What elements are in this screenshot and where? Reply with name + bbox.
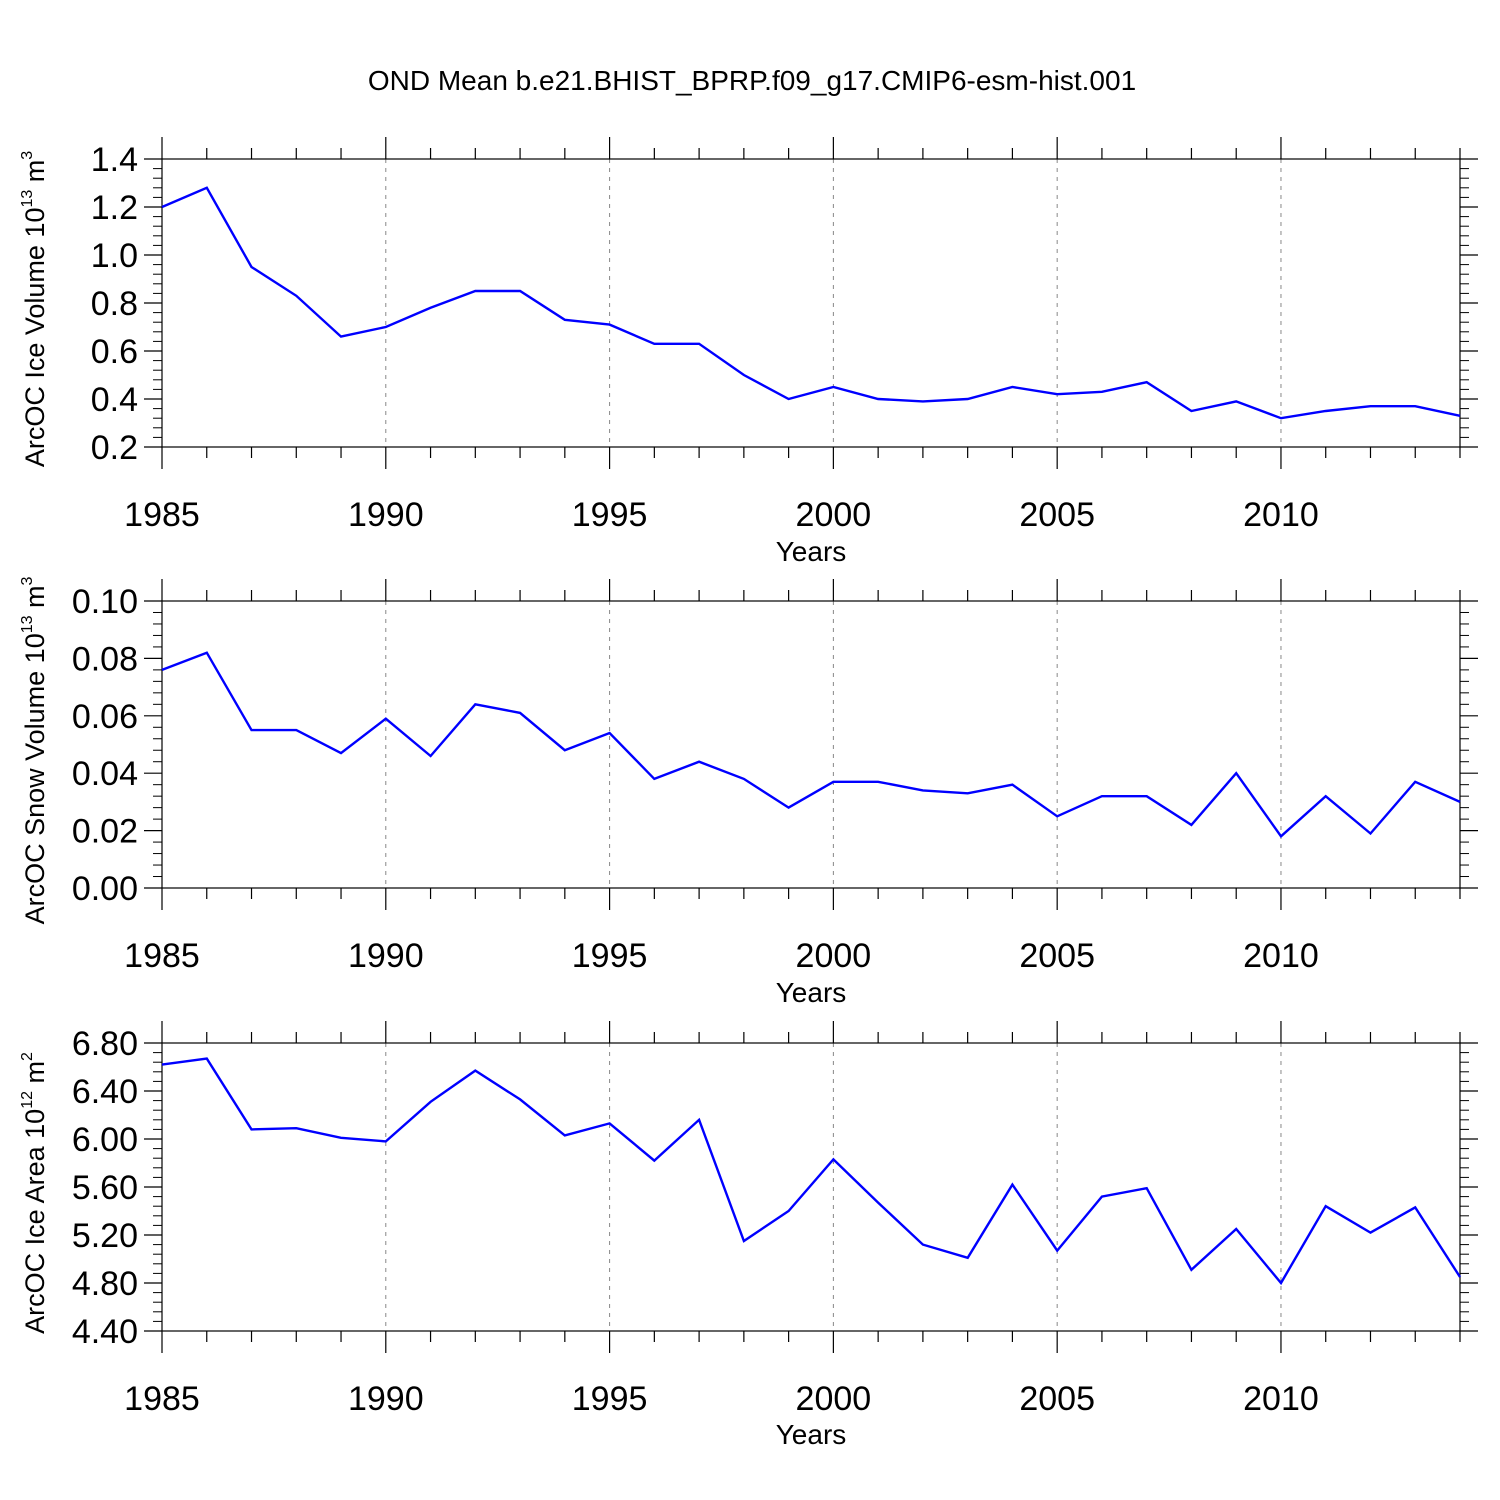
y-tick-label: 0.06 — [72, 698, 138, 736]
y-tick-label: 0.08 — [72, 640, 138, 678]
y-tick-label: 1.4 — [91, 141, 138, 179]
panel-2-series — [161, 1057, 1462, 1286]
panel-0-labels: 0.2 0.4 0.6 0.8 1.0 1.2 1.4 1985 1990 1995 2000 200… — [19, 141, 1319, 567]
panel-1-ticks — [144, 579, 1478, 910]
x-tick-label: 1985 — [124, 937, 200, 975]
y-tick-label: 6.40 — [72, 1073, 138, 1111]
x-axis-label: Years — [776, 977, 847, 1008]
panel-0-grid — [161, 158, 1461, 448]
y-tick-label: 1.2 — [91, 189, 138, 227]
y-tick-label: 0.10 — [72, 583, 138, 621]
y-axis-label: ArcOC Ice Volume 1013 m3 — [19, 151, 50, 467]
y-tick-label: 4.80 — [72, 1265, 138, 1303]
y-tick-label: 0.02 — [72, 813, 138, 851]
x-tick-label: 1995 — [572, 496, 648, 534]
y-axis-label: ArcOC Snow Volume 1013 m3 — [19, 576, 50, 924]
panel-0-series — [161, 186, 1461, 420]
x-axis-label: Years — [776, 1419, 847, 1450]
panel-ice-volume: 0.2 0.4 0.6 0.8 1.0 1.2 1.4 1985 1990 1995 2000 200… — [19, 137, 1478, 567]
y-tick-label: 1.0 — [91, 237, 138, 275]
panel-1-grid — [161, 600, 1461, 889]
x-tick-label: 2010 — [1243, 937, 1319, 975]
y-tick-label: 6.00 — [72, 1121, 138, 1159]
y-tick-label: 4.40 — [72, 1313, 138, 1351]
x-tick-label: 1990 — [348, 496, 424, 534]
x-tick-label: 2010 — [1243, 1380, 1319, 1418]
x-tick-label: 2010 — [1243, 496, 1319, 534]
panel-1-series — [161, 651, 1461, 839]
x-tick-label: 1985 — [124, 1380, 200, 1418]
panel-ice-area: 4.40 4.80 5.20 5.60 6.00 6.40 6.80 1985 1990 1995… — [19, 1021, 1478, 1450]
panel-1-labels: 0.00 0.02 0.04 0.06 0.08 0.10 1985 1990 1995 2000… — [19, 576, 1319, 1008]
x-tick-label: 2005 — [1019, 937, 1095, 975]
x-axis-label: Years — [776, 536, 847, 567]
panel-2-ticks — [144, 1021, 1478, 1353]
y-tick-label: 5.20 — [72, 1217, 138, 1255]
panel-snow-volume: 0.00 0.02 0.04 0.06 0.08 0.10 1985 1990 1995 2000… — [19, 576, 1478, 1008]
x-tick-label: 1995 — [572, 937, 648, 975]
x-tick-label: 1990 — [348, 1380, 424, 1418]
x-tick-label: 1985 — [124, 496, 200, 534]
series-line — [161, 651, 1461, 839]
series-line — [161, 186, 1461, 420]
plot-frame — [161, 158, 1461, 448]
y-tick-label: 0.4 — [91, 381, 138, 419]
y-tick-label: 0.04 — [72, 755, 138, 793]
y-tick-label: 0.00 — [72, 870, 138, 908]
y-tick-label: 0.8 — [91, 285, 138, 323]
y-tick-label: 0.2 — [91, 429, 138, 467]
y-tick-label: 0.6 — [91, 333, 138, 371]
y-tick-label: 6.80 — [72, 1025, 138, 1063]
panel-0-ticks — [144, 137, 1478, 469]
plot-frame — [161, 600, 1461, 889]
x-tick-label: 2005 — [1019, 496, 1095, 534]
y-tick-label: 5.60 — [72, 1169, 138, 1207]
x-tick-label: 2000 — [796, 1380, 872, 1418]
x-tick-label: 2000 — [796, 937, 872, 975]
x-tick-label: 1995 — [572, 1380, 648, 1418]
x-tick-label: 2000 — [796, 496, 872, 534]
panel-2-labels: 4.40 4.80 5.20 5.60 6.00 6.40 6.80 1985 1990 1995… — [19, 1025, 1319, 1450]
x-tick-label: 1990 — [348, 937, 424, 975]
y-axis-label: ArcOC Ice Area 1012 m2 — [19, 1052, 50, 1334]
series-line — [161, 1057, 1462, 1286]
chart-title: OND Mean b.e21.BHIST_BPRP.f09_g17.CMIP6-… — [368, 65, 1136, 96]
x-tick-label: 2005 — [1019, 1380, 1095, 1418]
